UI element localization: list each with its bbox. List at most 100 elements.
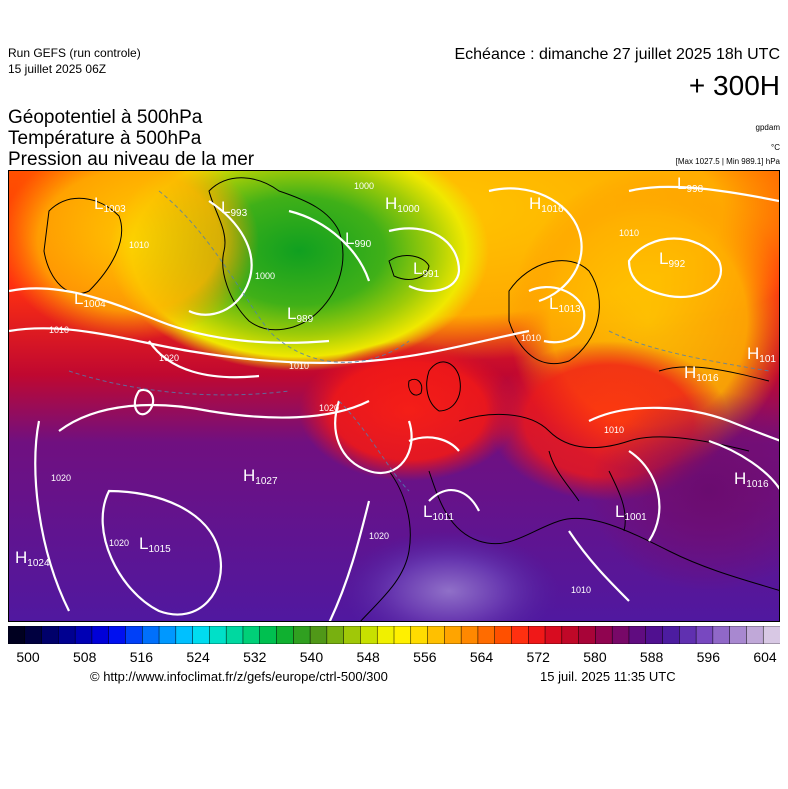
- color-scale-swatch: [360, 626, 378, 644]
- color-scale-swatch: [729, 626, 748, 644]
- color-scale-swatch: [108, 626, 127, 644]
- pressure-center-low: L993: [221, 198, 248, 219]
- param-sea-level-pressure: Pression au niveau de la mer: [8, 149, 255, 170]
- color-scale-swatch: [225, 626, 244, 644]
- param-temperature: Température à 500hPa: [8, 128, 202, 149]
- color-scale-swatch: [393, 626, 412, 644]
- color-scale-swatch: [477, 626, 496, 644]
- color-scale-swatch: [192, 626, 211, 644]
- pressure-center-low: L998: [677, 174, 704, 195]
- isobar-label: 1020: [51, 473, 71, 483]
- color-scale-swatch: [326, 626, 345, 644]
- color-scale-tick: 556: [413, 649, 437, 665]
- pressure-center-low: L1001: [615, 502, 647, 523]
- color-scale-swatch: [142, 626, 160, 644]
- color-scale-swatch: [8, 626, 26, 644]
- color-scale-swatch: [444, 626, 462, 644]
- pressure-center-low: L1011: [423, 502, 454, 523]
- color-scale-tick: 580: [583, 649, 607, 665]
- pressure-center-high: H1016: [684, 363, 719, 384]
- color-scale-tick: 572: [526, 649, 550, 665]
- color-scale-swatch: [343, 626, 362, 644]
- color-scale-tick: 564: [469, 649, 494, 665]
- color-scale-swatch: [662, 626, 681, 644]
- color-scale-swatch: [762, 626, 780, 644]
- isobar-label: 1010: [521, 333, 541, 343]
- color-scale-bar: [8, 626, 780, 644]
- pressure-center-low: L1003: [94, 194, 126, 215]
- pressure-center-low: L990: [345, 229, 372, 250]
- pressure-center-low: L1015: [139, 534, 171, 555]
- run-date: 15 juillet 2025 06Z: [8, 62, 107, 76]
- color-scale-swatch: [645, 626, 664, 644]
- color-scale-swatch: [376, 626, 395, 644]
- color-scale-tick: 500: [16, 649, 40, 665]
- color-scale-swatch: [209, 626, 227, 644]
- geopotential-contours: [68, 190, 770, 492]
- isobar-label: 1010: [604, 425, 624, 435]
- pressure-center-low: L991: [413, 259, 440, 280]
- color-scale-swatch: [41, 626, 60, 644]
- color-scale-swatch: [628, 626, 647, 644]
- color-scale-swatch: [293, 626, 311, 644]
- color-scale-tick: 540: [299, 649, 324, 665]
- isobar-label: 1010: [571, 585, 591, 595]
- color-scale-swatch: [24, 626, 43, 644]
- color-scale-tick: 596: [696, 649, 720, 665]
- color-scale-swatch: [528, 626, 546, 644]
- pressure-center-high: H1027: [243, 466, 278, 487]
- pressure-center-low: L992: [659, 249, 686, 270]
- coastlines: [43, 177, 779, 621]
- color-scale-swatch: [460, 626, 479, 644]
- color-scale-swatch: [175, 626, 194, 644]
- pressure-center-high: H1016: [734, 469, 769, 490]
- color-scale-tick: 548: [356, 649, 380, 665]
- color-scale-swatch: [595, 626, 613, 644]
- generation-timestamp: 15 juil. 2025 11:35 UTC: [540, 669, 676, 684]
- color-scale-tick: 604: [753, 649, 777, 665]
- color-scale-swatch: [158, 626, 177, 644]
- source-url: © http://www.infoclimat.fr/z/gefs/europe…: [90, 669, 388, 684]
- isobar-label: 1020: [159, 353, 179, 363]
- pressure-center-low: L1004: [74, 289, 106, 310]
- isobar-label: 1000: [255, 271, 275, 281]
- param-geopotential: Géopotentiel à 500hPa: [8, 107, 203, 128]
- color-scale-swatch: [611, 626, 630, 644]
- color-scale-swatch: [679, 626, 697, 644]
- color-scale-tick: 532: [243, 649, 267, 665]
- color-scale-swatch: [125, 626, 144, 644]
- color-scale-tick: 524: [186, 649, 210, 665]
- color-scale-swatch: [712, 626, 731, 644]
- unit-temperature: °C: [771, 143, 780, 152]
- isobars: [9, 185, 779, 621]
- isobar-label: 1020: [319, 403, 339, 413]
- isobar-label: 1010: [129, 240, 149, 250]
- weather-map: L1003 L993 H1000 H1016 L998 L990 L991 L992 L1004…: [8, 170, 780, 622]
- pressure-center-high: H1000: [385, 194, 420, 215]
- isobar-label: 1020: [369, 531, 389, 541]
- pressure-max-min: [Max 1027.5 | Min 989.1] hPa: [675, 157, 780, 166]
- isobar-label: 1010: [619, 228, 639, 238]
- color-scale-swatch: [309, 626, 328, 644]
- color-scale-tick: 516: [129, 649, 154, 665]
- color-scale-tick: 588: [639, 649, 664, 665]
- unit-geopotential: gpdam: [755, 123, 780, 132]
- color-scale-swatch: [578, 626, 597, 644]
- forecast-valid-time: Echéance : dimanche 27 juillet 2025 18h …: [454, 46, 780, 63]
- isobar-label: 1010: [289, 361, 309, 371]
- color-scale-swatch: [91, 626, 110, 644]
- pressure-center-low: L1013: [549, 294, 581, 315]
- color-scale-swatch: [746, 626, 764, 644]
- pressure-center-low: L989: [287, 304, 314, 325]
- color-scale-swatch: [58, 626, 76, 644]
- color-scale-swatch: [276, 626, 295, 644]
- color-scale-swatch: [695, 626, 714, 644]
- color-scale-swatch: [511, 626, 530, 644]
- color-scale-swatch: [259, 626, 278, 644]
- pressure-center-high: H101: [747, 344, 776, 365]
- isobar-label: 1020: [109, 538, 129, 548]
- color-scale-swatch: [242, 626, 261, 644]
- color-scale-tick: 508: [73, 649, 97, 665]
- color-scale-swatch: [74, 626, 93, 644]
- warm-ridge: [339, 531, 559, 621]
